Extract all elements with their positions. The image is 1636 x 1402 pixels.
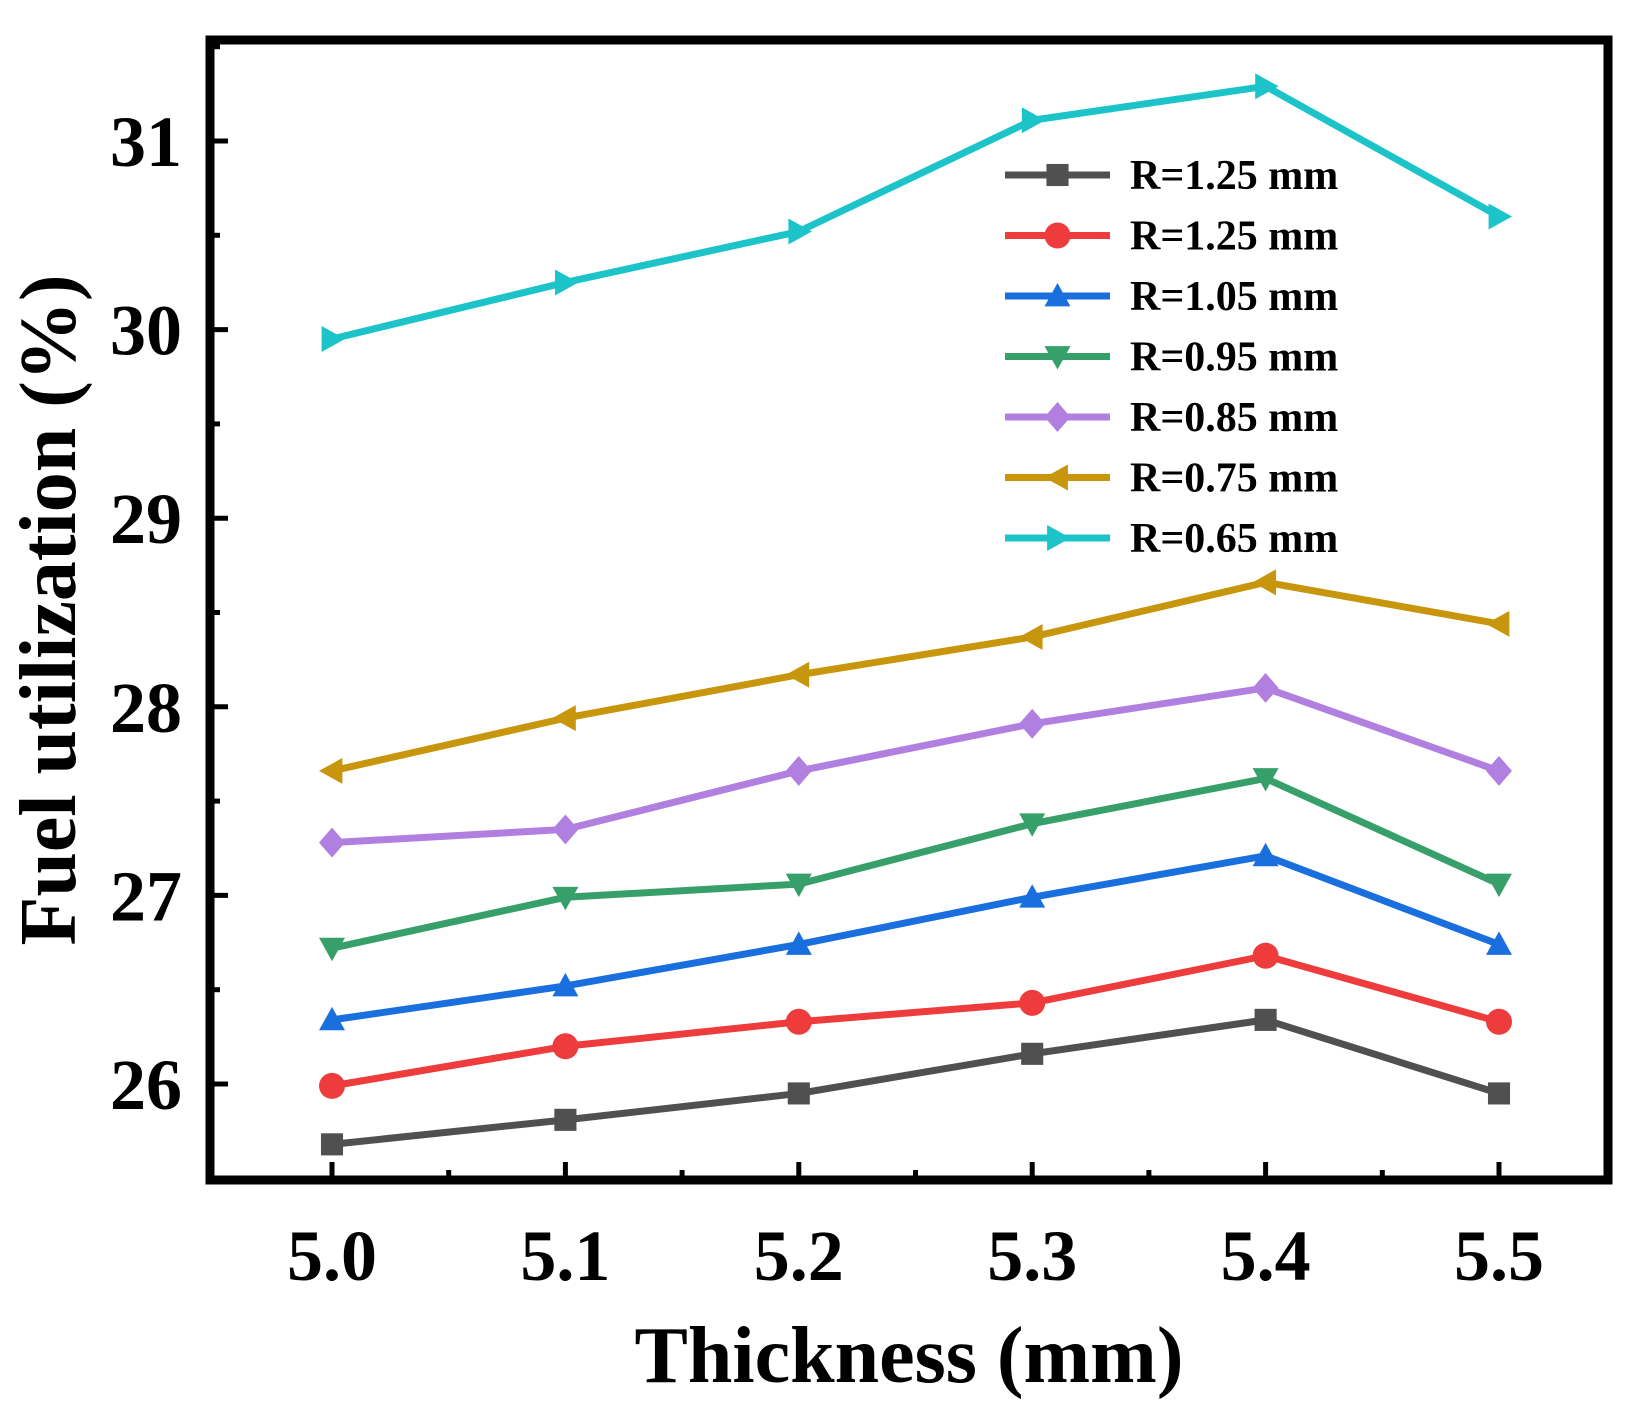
data-point bbox=[552, 1033, 579, 1060]
x-tick-label: 5.4 bbox=[1221, 1216, 1311, 1296]
x-axis-title: Thickness (mm) bbox=[635, 1312, 1184, 1400]
data-point bbox=[1486, 931, 1512, 955]
legend-item: R=1.25 mm bbox=[1005, 153, 1338, 199]
data-point bbox=[552, 886, 579, 911]
legend-marker bbox=[1046, 163, 1069, 187]
x-tick-label: 5.5 bbox=[1454, 1216, 1544, 1296]
series-1 bbox=[320, 1008, 1511, 1156]
data-point bbox=[552, 972, 579, 997]
data-point bbox=[1021, 1042, 1044, 1065]
y-axis-title: Fuel utilization (%) bbox=[5, 274, 93, 945]
x-tick-label: 5.0 bbox=[287, 1216, 377, 1296]
y-tick-label: 27 bbox=[110, 856, 182, 936]
data-point bbox=[785, 931, 812, 955]
series-line bbox=[331, 684, 1501, 847]
series-6 bbox=[319, 569, 1510, 784]
legend-item: R=0.75 mm bbox=[1005, 456, 1338, 502]
y-tick-label: 31 bbox=[110, 102, 182, 182]
axis-ticks: 5.0 5.1 5.2 5.3 5.4 5.5 26 27 28 29 30 31 bbox=[110, 44, 1544, 1296]
data-point bbox=[785, 1008, 812, 1035]
data-point bbox=[788, 218, 812, 245]
data-point bbox=[1019, 708, 1046, 739]
legend: R=1.25 mm R=1.25 mm R=1.05 mm R=0.95 mm R=0.… bbox=[1005, 153, 1338, 562]
y-tick-label: 26 bbox=[110, 1045, 182, 1125]
legend-marker bbox=[1044, 346, 1071, 370]
data-point bbox=[319, 1072, 345, 1099]
data-point bbox=[319, 937, 345, 962]
data-point bbox=[1486, 610, 1510, 637]
data-point bbox=[1252, 768, 1279, 792]
series-line bbox=[331, 1016, 1501, 1148]
data-point bbox=[1252, 569, 1276, 596]
legend-label: R=0.65 mm bbox=[1130, 516, 1338, 562]
x-tick-label: 5.2 bbox=[754, 1216, 844, 1296]
data-point bbox=[554, 1108, 577, 1131]
legend-marker bbox=[1047, 525, 1071, 551]
data-point bbox=[321, 326, 345, 353]
legend-label: R=0.95 mm bbox=[1130, 335, 1338, 381]
data-point bbox=[1255, 73, 1279, 100]
series-group bbox=[319, 73, 1512, 1156]
legend-marker bbox=[1044, 222, 1071, 249]
legend-item: R=1.05 mm bbox=[1005, 274, 1338, 320]
data-point bbox=[1252, 672, 1279, 703]
legend-item: R=0.65 mm bbox=[1005, 516, 1338, 562]
data-point bbox=[320, 1133, 344, 1156]
legend-label: R=1.05 mm bbox=[1130, 274, 1338, 320]
series-line bbox=[331, 952, 1500, 1090]
data-point bbox=[1021, 107, 1046, 134]
data-point bbox=[1486, 1008, 1512, 1035]
data-point bbox=[1254, 1008, 1277, 1031]
series-7 bbox=[321, 73, 1512, 353]
data-point bbox=[1252, 942, 1279, 969]
data-point bbox=[785, 755, 812, 786]
x-tick-label: 5.3 bbox=[987, 1216, 1077, 1296]
y-tick-label: 30 bbox=[110, 291, 182, 371]
series-line bbox=[331, 82, 1501, 343]
data-point bbox=[319, 1006, 345, 1031]
data-point bbox=[555, 269, 579, 296]
legend-item: R=0.95 mm bbox=[1005, 335, 1338, 381]
data-point bbox=[1487, 1082, 1511, 1105]
y-tick-label: 29 bbox=[110, 479, 182, 559]
series-line bbox=[331, 774, 1501, 952]
data-point bbox=[1488, 203, 1512, 230]
legend-label: R=0.85 mm bbox=[1130, 395, 1338, 441]
data-point bbox=[787, 1082, 810, 1105]
legend-marker bbox=[1044, 402, 1071, 432]
x-tick-label: 5.1 bbox=[520, 1216, 610, 1296]
data-point bbox=[552, 705, 576, 732]
y-tick-label: 28 bbox=[110, 668, 182, 748]
data-point bbox=[1019, 813, 1046, 837]
legend-label: R=1.25 mm bbox=[1130, 214, 1338, 260]
data-point bbox=[1486, 755, 1512, 786]
legend-label: R=1.25 mm bbox=[1130, 153, 1338, 199]
data-point bbox=[1019, 989, 1046, 1016]
data-point bbox=[1252, 842, 1279, 867]
legend-item: R=1.25 mm bbox=[1005, 214, 1338, 260]
data-point bbox=[785, 661, 810, 688]
legend-marker bbox=[1044, 283, 1071, 307]
series-line bbox=[331, 852, 1501, 1024]
data-point bbox=[1019, 624, 1043, 651]
data-point bbox=[1019, 884, 1046, 908]
data-point bbox=[319, 757, 343, 784]
series-line bbox=[331, 578, 1500, 775]
data-point bbox=[319, 827, 345, 858]
series-5 bbox=[319, 672, 1512, 858]
series-2 bbox=[319, 942, 1512, 1099]
series-3 bbox=[319, 842, 1512, 1031]
data-point bbox=[552, 814, 579, 845]
data-point bbox=[1486, 873, 1512, 898]
legend-item: R=0.85 mm bbox=[1005, 395, 1338, 441]
legend-label: R=0.75 mm bbox=[1130, 456, 1338, 502]
data-point bbox=[785, 873, 812, 898]
series-4 bbox=[319, 768, 1512, 962]
legend-marker bbox=[1044, 464, 1068, 491]
